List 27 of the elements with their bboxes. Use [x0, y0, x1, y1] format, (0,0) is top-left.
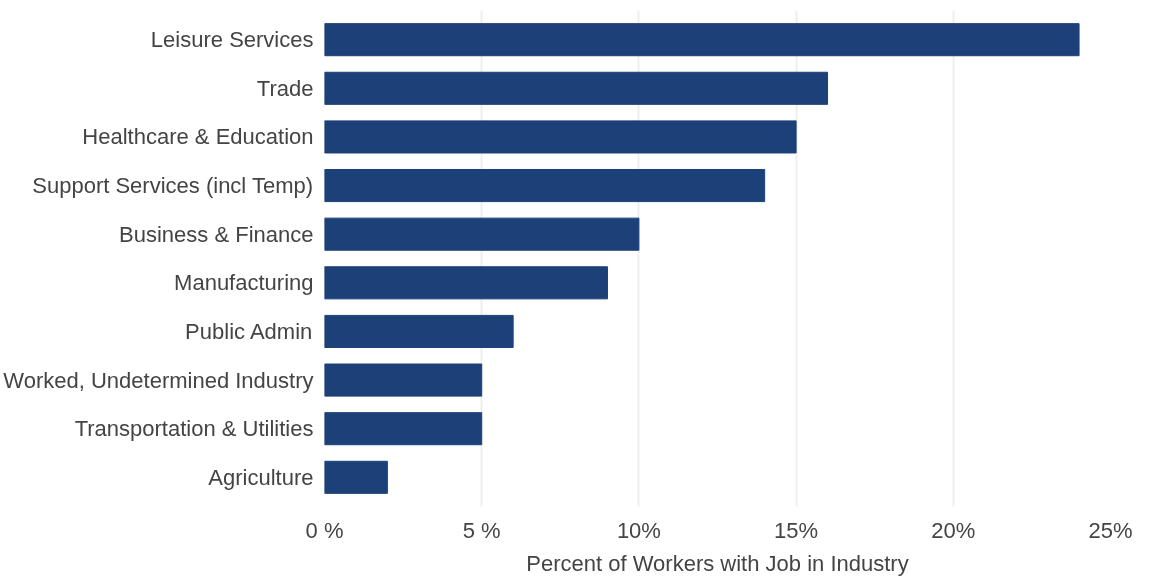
- y-tick-label: Business & Finance: [119, 221, 314, 247]
- x-axis-title: Percent of Workers with Job in Industry: [526, 550, 909, 576]
- y-tick-label: Agriculture: [208, 464, 314, 490]
- bar: [324, 266, 608, 300]
- bar: [324, 120, 797, 154]
- x-tick-label: 0 %: [305, 517, 344, 543]
- x-tick-label: 5 %: [462, 517, 501, 543]
- x-tick-label: 15%: [774, 517, 819, 543]
- bar: [324, 71, 829, 105]
- y-tick-label: Worked, Undetermined Industry: [3, 367, 314, 393]
- x-tick-label: 20%: [931, 517, 976, 543]
- y-tick-label: Manufacturing: [174, 270, 314, 296]
- bar: [324, 363, 483, 397]
- y-tick-label: Healthcare & Education: [82, 124, 314, 150]
- bar: [324, 460, 388, 494]
- bar: [324, 169, 766, 203]
- bar: [324, 314, 514, 348]
- x-tick-label: 25%: [1088, 517, 1133, 543]
- bar: [324, 412, 483, 446]
- y-tick-label: Support Services (incl Temp): [32, 173, 314, 199]
- y-tick-label: Trade: [256, 75, 314, 101]
- bar: [324, 23, 1080, 57]
- y-tick-label: Public Admin: [185, 318, 313, 344]
- bar: [324, 217, 640, 251]
- y-tick-label: Leisure Services: [150, 27, 314, 53]
- y-tick-label: Transportation & Utilities: [74, 416, 314, 442]
- x-tick-label: 10%: [616, 517, 661, 543]
